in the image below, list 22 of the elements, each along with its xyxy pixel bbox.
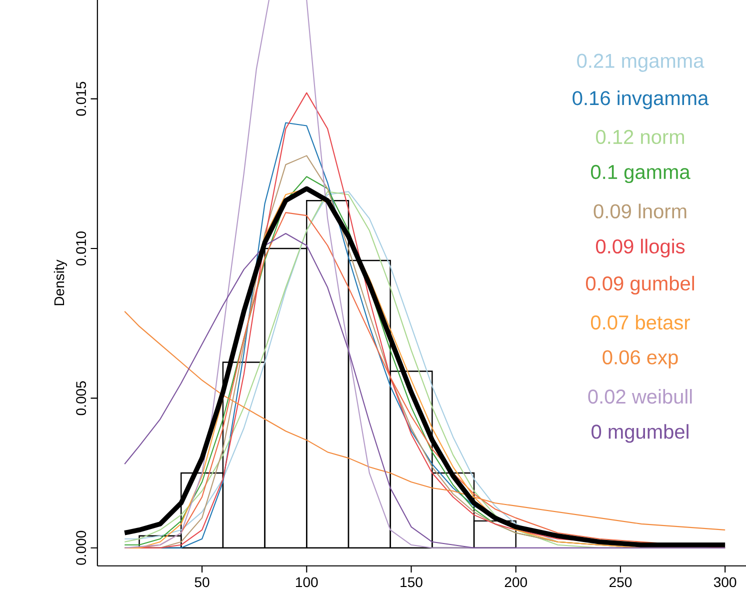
x-tick-label: 150 bbox=[400, 577, 422, 588]
text: 0.16 invgamma bbox=[572, 90, 709, 110]
text: 0 mgumbel bbox=[592, 424, 688, 443]
x-tick-label: 100 bbox=[296, 577, 318, 588]
text: 0.06 exp bbox=[602, 350, 678, 369]
text: 0.1 gamma bbox=[590, 165, 690, 184]
text: 0.21 mgamma bbox=[577, 54, 704, 72]
y-tick-label: 0.000 bbox=[76, 531, 86, 566]
text: 0.09 gumbel bbox=[586, 276, 694, 295]
text: 0.12 norm bbox=[596, 130, 684, 144]
text: 0.09 llogis bbox=[596, 239, 685, 258]
y-axis-title: Density bbox=[54, 260, 67, 306]
x-tick-label: 50 bbox=[194, 577, 210, 588]
x-tick-label: 200 bbox=[504, 577, 527, 588]
y-tick-label: 0.015 bbox=[76, 82, 86, 116]
text: 0.02 weibull bbox=[588, 389, 692, 404]
x-tick-label: 300 bbox=[714, 577, 736, 588]
text: 0.07 betasr bbox=[590, 315, 690, 330]
x-tick-label: 250 bbox=[609, 577, 632, 588]
y-tick-label: 0.005 bbox=[76, 381, 86, 416]
text: 0.09 lnorm bbox=[594, 204, 686, 219]
y-tick-label: 0.010 bbox=[76, 232, 86, 266]
